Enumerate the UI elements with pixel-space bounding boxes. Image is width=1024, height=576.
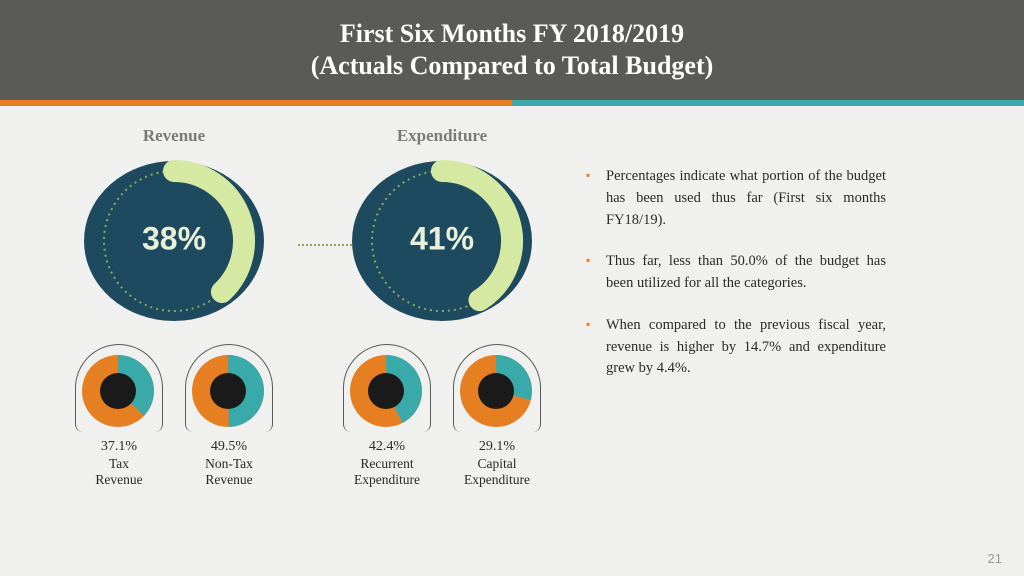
note-2: Thus far, less than 50.0% of the budget …	[586, 251, 886, 295]
revenue-percent: 38%	[142, 221, 206, 258]
capital-label: 29.1% CapitalExpenditure	[464, 438, 530, 497]
expenditure-sub-row: 42.4% RecurrentExpenditure 29.1% Capital…	[338, 344, 546, 497]
recurrent-pct: 42.4%	[369, 439, 405, 454]
nontax-revenue-name: Non-TaxRevenue	[205, 456, 253, 488]
tax-revenue-donut	[75, 344, 163, 432]
recurrent-label: 42.4% RecurrentExpenditure	[354, 438, 420, 497]
recurrent-card: 42.4% RecurrentExpenditure	[338, 344, 436, 497]
recurrent-name: RecurrentExpenditure	[354, 456, 420, 488]
header: First Six Months FY 2018/2019 (Actuals C…	[0, 0, 1024, 100]
tax-revenue-card: 37.1% TaxRevenue	[70, 344, 168, 497]
revenue-main-donut: 38%	[79, 156, 269, 326]
content: Revenue 38% 37.1% TaxRevenue	[0, 106, 1024, 576]
nontax-revenue-card: 49.5% Non-TaxRevenue	[180, 344, 278, 497]
revenue-title: Revenue	[143, 126, 205, 146]
expenditure-percent: 41%	[410, 221, 474, 258]
revenue-group: Revenue 38% 37.1% TaxRevenue	[70, 126, 278, 566]
capital-donut	[453, 344, 541, 432]
nontax-revenue-pct: 49.5%	[211, 439, 247, 454]
notes: Percentages indicate what portion of the…	[586, 126, 886, 566]
capital-svg	[454, 349, 538, 433]
note-3: When compared to the previous fiscal yea…	[586, 315, 886, 380]
recurrent-svg	[344, 349, 428, 433]
expenditure-main-donut: 41%	[347, 156, 537, 326]
tax-revenue-pct: 37.1%	[101, 439, 137, 454]
revenue-sub-row: 37.1% TaxRevenue 49.5% Non-TaxRevenue	[70, 344, 278, 497]
note-1: Percentages indicate what portion of the…	[586, 166, 886, 231]
tax-revenue-svg	[76, 349, 160, 433]
title-line-2: (Actuals Compared to Total Budget)	[311, 51, 714, 80]
capital-name: CapitalExpenditure	[464, 456, 530, 488]
nontax-revenue-label: 49.5% Non-TaxRevenue	[205, 438, 253, 497]
tax-revenue-name: TaxRevenue	[95, 456, 142, 488]
notes-list: Percentages indicate what portion of the…	[586, 166, 886, 380]
capital-pct: 29.1%	[479, 439, 515, 454]
title-line-1: First Six Months FY 2018/2019	[340, 19, 684, 48]
recurrent-donut	[343, 344, 431, 432]
nontax-revenue-svg	[186, 349, 270, 433]
capital-card: 29.1% CapitalExpenditure	[448, 344, 546, 497]
tax-revenue-label: 37.1% TaxRevenue	[95, 438, 142, 497]
page-number: 21	[988, 551, 1002, 566]
charts-area: Revenue 38% 37.1% TaxRevenue	[70, 126, 546, 566]
expenditure-title: Expenditure	[397, 126, 487, 146]
nontax-revenue-donut	[185, 344, 273, 432]
page-title: First Six Months FY 2018/2019 (Actuals C…	[311, 18, 714, 83]
expenditure-group: Expenditure 41% 42.4% RecurrentExpenditu…	[338, 126, 546, 566]
